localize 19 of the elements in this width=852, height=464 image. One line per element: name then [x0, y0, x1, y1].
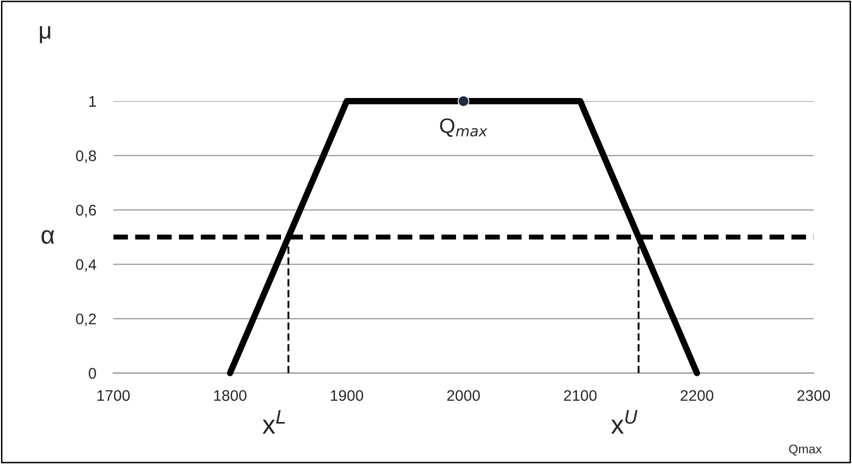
y-tick-label: 0	[88, 368, 96, 379]
x-tick-label: 2100	[564, 390, 597, 401]
annotation: Q$_{max}$	[440, 118, 488, 137]
x-tick-label: 2200	[680, 390, 714, 401]
y-axis-title: μ	[40, 26, 50, 44]
x-tick-label: 1900	[330, 390, 364, 401]
y-tick-label: 0,2	[76, 314, 96, 326]
y-tick-label: 1	[89, 96, 96, 107]
x-tick-label: 2300	[797, 390, 830, 401]
y-tick-label: 0,6	[76, 204, 96, 218]
ref-line-label: α	[42, 230, 54, 244]
annotation: x$^{L}$	[262, 410, 285, 434]
annotation: x$^{U}$	[611, 410, 638, 434]
y-tick-label: 0,8	[76, 150, 96, 164]
x-tick-label: 1800	[214, 390, 246, 401]
y-tick-label: 0,4	[76, 259, 96, 272]
x-tick-label: 1700	[97, 390, 130, 401]
x-tick-label: 2000	[447, 390, 480, 401]
x-axis-title: Qmax	[789, 444, 822, 456]
